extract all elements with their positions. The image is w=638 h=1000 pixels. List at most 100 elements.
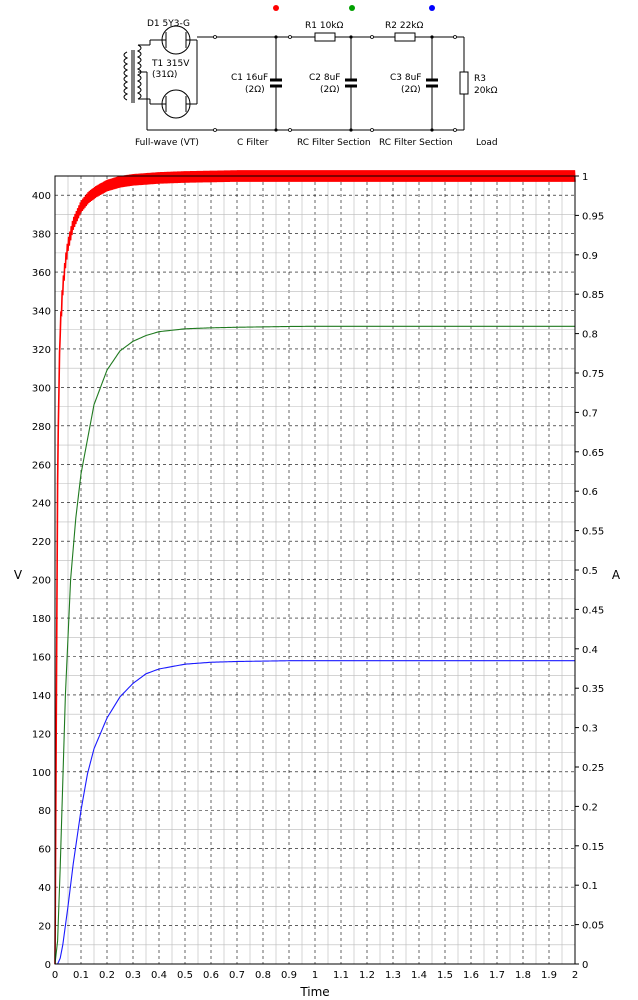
probe-dot-red	[273, 5, 279, 11]
r2-label: R2 22kΩ	[385, 21, 424, 31]
t1-resistance: (31Ω)	[152, 70, 177, 80]
plot-frame	[54, 175, 576, 965]
d1-label: D1 5Y3-G	[147, 19, 190, 29]
y2-tick-label: 0.2	[582, 802, 598, 813]
voltage-time-chart: 0 0.1 0.2 0.3 0.4 0.5 0.6 0.7 0.8 0.9 1 1.1 1.2 1.3 1.…	[14, 170, 621, 999]
series-line-3	[55, 660, 575, 965]
y2-tick-label: 1	[582, 172, 588, 183]
x-tick-label: 1.9	[541, 970, 557, 981]
y2-tick-label: 0.6	[582, 487, 598, 498]
probe-dot-blue	[429, 5, 435, 11]
x-tick-label: 1	[312, 970, 318, 981]
x-tick-label: 0.2	[99, 970, 115, 981]
y2-tick-label: 0.25	[582, 763, 604, 774]
y-tick-label: 0	[45, 960, 51, 971]
c3-label: C3 8uF	[390, 73, 421, 83]
resistor-r1	[314, 32, 336, 42]
x-tick-label: 0.4	[151, 970, 167, 981]
x-tick-label: 1.2	[359, 970, 375, 981]
r3-label: R3	[474, 74, 486, 84]
section-label-c-filter: C Filter	[237, 138, 269, 148]
y2-tick-label: 0.35	[582, 684, 604, 695]
y-tick-label: 160	[32, 652, 51, 663]
y2-tick-label: 0.5	[582, 566, 598, 577]
y-tick-label: 360	[32, 268, 51, 279]
resistor-r3	[459, 71, 469, 95]
y-tick-label: 180	[32, 614, 51, 625]
y-tick-label: 200	[32, 576, 51, 587]
x-tick-label: 0.7	[229, 970, 245, 981]
y-tick-label: 220	[32, 537, 51, 548]
y-tick-label: 340	[32, 307, 51, 318]
y-tick-label: 300	[32, 383, 51, 394]
y-axis-title: V	[14, 568, 23, 582]
x-tick-label: 1.5	[437, 970, 453, 981]
y2-tick-label: 0.85	[582, 290, 604, 301]
y-tick-label: 80	[38, 806, 51, 817]
y2-tick-label: 0.55	[582, 527, 604, 538]
y-tick-label: 320	[32, 345, 51, 356]
section-label-rc-filter-2: RC Filter Section	[379, 138, 453, 148]
y-tick-label: 280	[32, 422, 51, 433]
c3-resistance: (2Ω)	[401, 85, 421, 95]
y2-tick-label: 0.3	[582, 724, 598, 735]
y-tick-label: 260	[32, 460, 51, 471]
y2-tick-label: 0.75	[582, 369, 604, 380]
y2-tick-label: 0.8	[582, 330, 598, 341]
y2-axis-title: A	[612, 568, 621, 582]
y-tick-label: 140	[32, 691, 51, 702]
x-tick-label: 1.8	[515, 970, 531, 981]
grid	[54, 175, 576, 965]
c2-label: C2 8uF	[309, 73, 340, 83]
y2-tick-label: 0.65	[582, 448, 604, 459]
y2-tick-label: 0.4	[582, 645, 598, 656]
y-tick-label: 40	[38, 883, 51, 894]
section-label-rc-filter-1: RC Filter Section	[297, 138, 371, 148]
y2-tick-label: 0.9	[582, 251, 598, 262]
section-label-fullwave: Full-wave (VT)	[135, 138, 199, 148]
x-tick-label: 1.7	[489, 970, 505, 981]
x-tick-label: 0.8	[255, 970, 271, 981]
y-tick-label: 100	[32, 768, 51, 779]
x-tick-label: 0.9	[281, 970, 297, 981]
x-tick-label: 1.6	[463, 970, 479, 981]
y2-tick-label: 0.05	[582, 921, 604, 932]
x-tick-label: 0.1	[73, 970, 89, 981]
series-line-1	[54, 170, 576, 965]
y2-tick-label: 0.15	[582, 842, 604, 853]
y-tick-label: 380	[32, 230, 51, 241]
y2-tick-label: 0	[582, 960, 588, 971]
series-line-2	[54, 325, 575, 965]
x-tick-label: 1.3	[385, 970, 401, 981]
x-axis-title: Time	[299, 985, 329, 999]
circuit-schematic: D1 5Y3-G T1 315V (31Ω) R1 10kΩ R2 22kΩ C…	[123, 5, 498, 148]
transformer-primary	[123, 51, 129, 101]
x-tick-label: 0.5	[177, 970, 193, 981]
y2-tick-label: 0.7	[582, 408, 598, 419]
y-tick-label: 60	[38, 845, 51, 856]
x-tick-label: 1.4	[411, 970, 427, 981]
c2-resistance: (2Ω)	[320, 85, 340, 95]
section-label-load: Load	[476, 138, 498, 148]
y-tick-label: 120	[32, 729, 51, 740]
resistor-r2	[394, 32, 416, 42]
y2-tick-label: 0.95	[582, 211, 604, 222]
y2-tick-label: 0.1	[582, 881, 598, 892]
tick-labels: 0 0.1 0.2 0.3 0.4 0.5 0.6 0.7 0.8 0.9 1 1.1 1.2 1.3 1.…	[32, 172, 604, 981]
x-tick-label: 0	[52, 970, 58, 981]
x-tick-label: 0.6	[203, 970, 219, 981]
series	[54, 170, 576, 965]
y-tick-label: 240	[32, 499, 51, 510]
x-tick-label: 2	[572, 970, 578, 981]
t1-label: T1 315V	[151, 59, 190, 69]
x-tick-label: 1.1	[333, 970, 349, 981]
y-tick-label: 400	[32, 191, 51, 202]
c1-label: C1 16uF	[231, 73, 268, 83]
y2-tick-label: 0.45	[582, 605, 604, 616]
x-tick-label: 0.3	[125, 970, 141, 981]
r1-label: R1 10kΩ	[305, 21, 344, 31]
c1-resistance: (2Ω)	[245, 85, 265, 95]
probe-dot-green	[349, 5, 355, 11]
r3-value: 20kΩ	[474, 86, 498, 96]
y-tick-label: 20	[38, 922, 51, 933]
